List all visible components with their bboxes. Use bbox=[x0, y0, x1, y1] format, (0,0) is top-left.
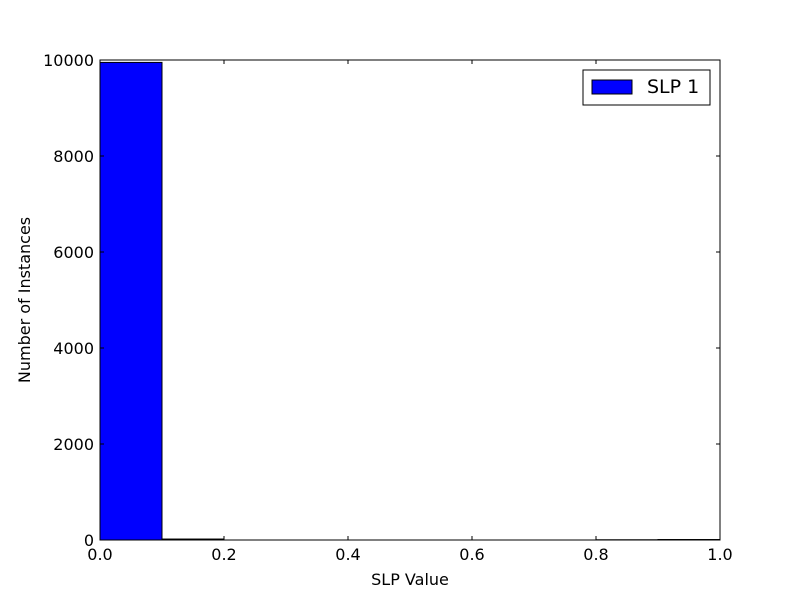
y-tick-label: 6000 bbox=[53, 243, 94, 262]
y-tick-label: 8000 bbox=[53, 147, 94, 166]
plot-area-frame bbox=[99, 59, 721, 541]
legend-swatch-slp-1 bbox=[591, 79, 633, 95]
y-tick-label: 0 bbox=[84, 531, 94, 550]
x-tick-label: 0.8 bbox=[583, 545, 608, 564]
y-axis-label: Number of Instances bbox=[15, 217, 34, 383]
histogram-bar bbox=[99, 61, 163, 541]
x-tick-label: 0.2 bbox=[211, 545, 236, 564]
x-tick-labels: 0.0 0.2 0.4 0.6 0.8 1.0 bbox=[87, 545, 732, 564]
y-tick-label: 2000 bbox=[53, 435, 94, 454]
x-tick-label: 0.6 bbox=[459, 545, 484, 564]
legend-label-slp-1: SLP 1 bbox=[647, 76, 699, 98]
y-tick-label: 4000 bbox=[53, 339, 94, 358]
x-tick-label: 0.0 bbox=[87, 545, 112, 564]
legend: SLP 1 bbox=[582, 69, 711, 106]
y-tick-label: 10000 bbox=[43, 51, 94, 70]
y-tick-labels: 0 2000 4000 6000 8000 10000 bbox=[43, 51, 94, 550]
x-tick-label: 0.4 bbox=[335, 545, 360, 564]
x-tick-label: 1.0 bbox=[707, 545, 732, 564]
bars-group bbox=[99, 61, 721, 541]
x-axis-label: SLP Value bbox=[371, 570, 449, 589]
